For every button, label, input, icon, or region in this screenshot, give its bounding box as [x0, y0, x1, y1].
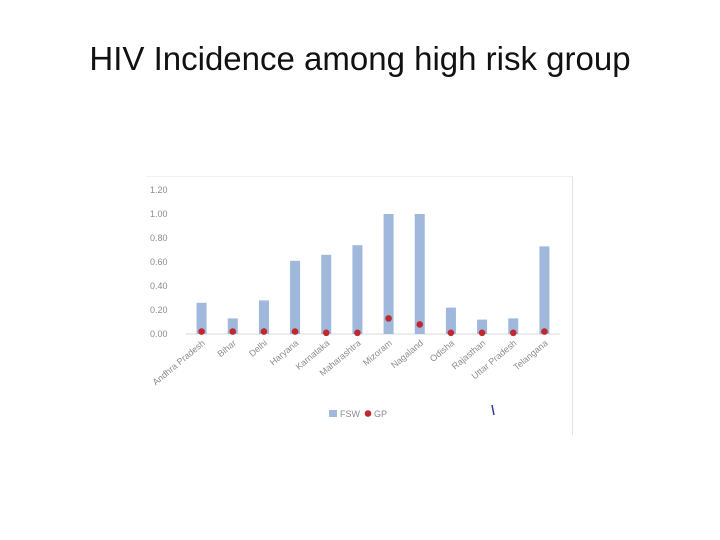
- fsw-bar: [445, 307, 456, 334]
- gp-marker: [291, 328, 299, 335]
- y-tick-label: 0.20: [150, 305, 168, 315]
- legend-fsw-label: FSW: [340, 409, 361, 419]
- y-axis-ticks: 0.00 0.20 0.40 0.60 0.80 1.00 1.20: [150, 185, 168, 339]
- y-tick-label: 0.00: [150, 329, 168, 339]
- category-label: Delhi: [247, 338, 269, 359]
- gp-marker: [541, 328, 548, 335]
- fsw-bar: [227, 318, 238, 334]
- fsw-bar: [414, 214, 425, 334]
- category-label: Andhra Pradesh: [151, 338, 207, 387]
- y-tick-label: 0.80: [150, 233, 168, 243]
- fsw-bar: [539, 246, 550, 334]
- gp-marker: [354, 329, 361, 337]
- gp-marker: [198, 328, 205, 335]
- gp-marker: [478, 329, 486, 337]
- legend: FSW GP: [329, 409, 387, 419]
- fsw-bar: [383, 214, 394, 334]
- gp-marker: [260, 328, 268, 335]
- category-labels: Andhra Pradesh Bihar DelhiHaryanaKarnataka…: [151, 338, 550, 387]
- fsw-bar: [477, 319, 488, 334]
- gp-marker: [385, 315, 392, 322]
- legend-gp-label: GP: [374, 409, 387, 419]
- fsw-bars: [196, 214, 550, 334]
- y-tick-label: 0.40: [150, 281, 168, 291]
- fsw-bar: [321, 254, 332, 334]
- category-label: Nagaland: [389, 338, 425, 370]
- legend-fsw-swatch: [329, 410, 337, 417]
- chart-area: 0.00 0.20 0.40 0.60 0.80 1.00 1.20 Andhra Prad…: [146, 176, 573, 435]
- gp-marker: [509, 329, 517, 337]
- stray-mark: [491, 404, 495, 416]
- fsw-bar: [196, 302, 207, 334]
- fsw-bar: [508, 318, 519, 334]
- fsw-bar: [290, 260, 301, 334]
- slide-title: HIV Incidence among high risk group: [89, 40, 631, 77]
- fsw-bar: [258, 300, 269, 334]
- incidence-chart: 0.00 0.20 0.40 0.60 0.80 1.00 1.20 Andhra Prad…: [150, 185, 560, 419]
- gp-markers: [198, 315, 548, 337]
- gp-marker: [322, 329, 330, 337]
- category-label: Odisha: [428, 338, 456, 364]
- y-tick-label: 1.00: [150, 209, 168, 219]
- y-tick-label: 0.60: [150, 257, 168, 267]
- gp-marker: [416, 321, 424, 328]
- fsw-bar: [352, 245, 363, 334]
- gp-marker: [447, 329, 455, 337]
- category-label: Bihar: [216, 338, 239, 359]
- gp-marker: [229, 328, 237, 335]
- legend-gp-swatch: [364, 410, 372, 417]
- y-tick-label: 1.20: [150, 185, 168, 195]
- category-label: Telangana: [511, 338, 549, 372]
